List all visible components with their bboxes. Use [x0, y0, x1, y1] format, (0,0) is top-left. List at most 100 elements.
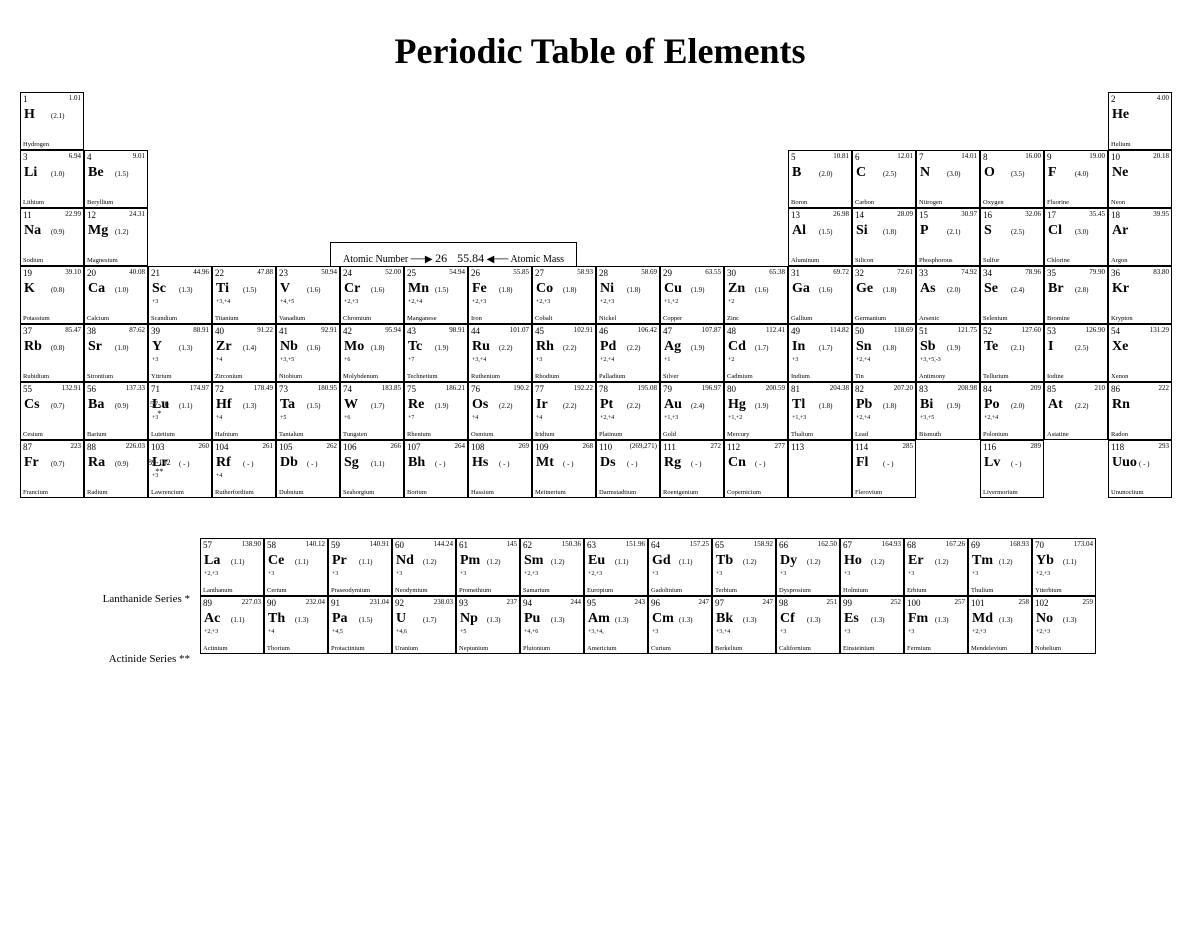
- atomic-mass: 22.99: [65, 210, 81, 218]
- element-name: Uranium: [395, 645, 418, 652]
- element-symbol: Li: [24, 165, 37, 181]
- element-name: Neptunium: [459, 645, 488, 652]
- element-symbol: Se: [984, 281, 998, 297]
- element-cell-Ds: 110(269,271)Ds( - )Darmstadtium: [596, 440, 660, 498]
- element-cell-Ir: 77192.22Ir(2.2)+4Iridium: [532, 382, 596, 440]
- electronegativity: (3.0): [947, 170, 960, 178]
- element-name: Europium: [587, 587, 613, 594]
- oxidation-states: +3: [396, 571, 402, 577]
- element-name: Thulium: [971, 587, 993, 594]
- element-symbol: I: [1048, 339, 1053, 355]
- element-name: Francium: [23, 489, 48, 496]
- oxidation-states: +2,+4: [984, 415, 998, 421]
- atomic-number: 96: [651, 598, 660, 608]
- element-symbol: Am: [588, 611, 610, 627]
- element-cell-P: 1530.97P(2.1)Phosphorous: [916, 208, 980, 266]
- element-symbol: Pd: [600, 339, 616, 355]
- element-cell-In: 49114.82In(1.7)+3Indium: [788, 324, 852, 382]
- element-cell-He: 24.00HeHelium18: [1108, 92, 1172, 150]
- electronegativity: (1.5): [819, 228, 832, 236]
- atomic-number: 65: [715, 540, 724, 550]
- element-symbol: S: [984, 223, 992, 239]
- empty-cell: [596, 150, 660, 208]
- element-symbol: Si: [856, 223, 868, 239]
- electronegativity: (1.3): [679, 616, 692, 624]
- electronegativity: (1.5): [115, 170, 128, 178]
- element-symbol: Sn: [856, 339, 872, 355]
- atomic-mass: 244: [571, 598, 582, 606]
- element-name: Nickel: [599, 315, 616, 322]
- element-symbol: In: [792, 339, 805, 355]
- element-name: Arsenic: [919, 315, 939, 322]
- atomic-number: 48: [727, 326, 736, 336]
- atomic-number: 88: [87, 442, 96, 452]
- element-symbol: Ni: [600, 281, 614, 297]
- atomic-number: 56: [87, 384, 96, 394]
- element-cell-Au: 79196.97Au(2.4)+1,+3Gold: [660, 382, 724, 440]
- atomic-mass: 247: [763, 598, 774, 606]
- element-cell-Al: 1326.98Al(1.5)Aluminum: [788, 208, 852, 266]
- element-cell-Tb: 65158.92Tb(1.2)+3Terbium: [712, 538, 776, 596]
- empty-cell: [212, 208, 276, 266]
- oxidation-states: +2,+3: [524, 571, 538, 577]
- oxidation-states: +2,+4: [600, 415, 614, 421]
- atomic-mass: 222: [1159, 384, 1170, 392]
- atomic-mass: 174.97: [190, 384, 209, 392]
- atomic-number: 91: [331, 598, 340, 608]
- oxidation-states: +2,+3: [588, 571, 602, 577]
- element-name: Copper: [663, 315, 682, 322]
- element-name: Technetium: [407, 373, 438, 380]
- element-cell-Hs: 108269Hs( - )Hassium: [468, 440, 532, 498]
- atomic-number: 37: [23, 326, 32, 336]
- oxidation-states: +3: [460, 571, 466, 577]
- atomic-number: 81: [791, 384, 800, 394]
- element-name: Dubnium: [279, 489, 304, 496]
- element-cell-Ac: 89227.03Ac(1.1)+2,+3Actinium: [200, 596, 264, 654]
- element-symbol: Ds: [600, 455, 616, 471]
- atomic-mass: 39.10: [65, 268, 81, 276]
- atomic-number: 47: [663, 326, 672, 336]
- empty-cell: [468, 150, 532, 208]
- oxidation-states: +2: [728, 299, 734, 305]
- element-name: Tellurium: [983, 373, 1009, 380]
- element-name: Einsteinium: [843, 645, 874, 652]
- element-cell-Bk: 97247Bk(1.3)+3,+4Berkelium: [712, 596, 776, 654]
- element-cell-O: 816.00O(3.5)Oxygen16: [980, 150, 1044, 208]
- element-cell-Ra: 88226.03Ra(0.9)Radium: [84, 440, 148, 498]
- element-name: Boron: [791, 199, 807, 206]
- element-name: Neon: [1111, 199, 1125, 206]
- oxidation-states: +2: [728, 357, 734, 363]
- electronegativity: ( - ): [1011, 460, 1022, 468]
- element-name: Thalium: [791, 431, 813, 438]
- atomic-mass: 226.03: [126, 442, 145, 450]
- element-cell-Ne: 1020.18NeNeon: [1108, 150, 1172, 208]
- empty-cell: [84, 92, 148, 150]
- atomic-mass: 227.03: [242, 598, 261, 606]
- electronegativity: (1.2): [551, 558, 564, 566]
- electronegativity: ( - ): [179, 460, 190, 468]
- electronegativity: (4.0): [1075, 170, 1088, 178]
- element-name: Bromine: [1047, 315, 1070, 322]
- element-name: Mercury: [727, 431, 749, 438]
- atomic-mass: 138.90: [242, 540, 261, 548]
- element-symbol: Cs: [24, 397, 40, 413]
- element-name: Lead: [855, 431, 868, 438]
- element-cell-Am: 95243Am(1.3)+3,+4,Americium: [584, 596, 648, 654]
- element-symbol: Ne: [1112, 165, 1128, 181]
- empty-cell: [404, 208, 468, 266]
- element-symbol: Nb: [280, 339, 298, 355]
- atomic-number: 73: [279, 384, 288, 394]
- atomic-mass: 112.41: [766, 326, 785, 334]
- empty-cell: [276, 92, 340, 150]
- element-name: Lanthanum: [203, 587, 233, 594]
- element-cell-Po: 84209Po(2.0)+2,+4Polonium: [980, 382, 1044, 440]
- atomic-mass: 92.91: [321, 326, 337, 334]
- element-name: Radon: [1111, 431, 1128, 438]
- electronegativity: (2.2): [563, 402, 576, 410]
- atomic-mass: 88.91: [193, 326, 209, 334]
- atomic-number: 68: [907, 540, 916, 550]
- oxidation-states: +3: [780, 571, 786, 577]
- element-name: Osmium: [471, 431, 493, 438]
- electronegativity: (1.3): [243, 402, 256, 410]
- element-cell-Ba: 56137.33Ba(0.9)Barium: [84, 382, 148, 440]
